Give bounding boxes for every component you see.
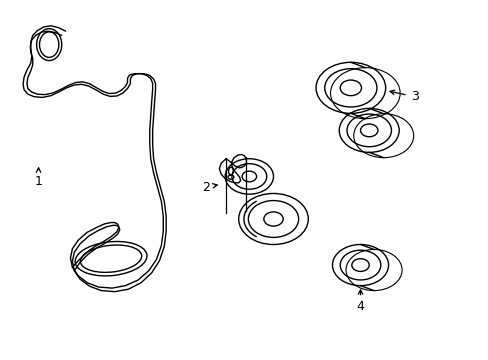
Text: 2: 2 xyxy=(202,181,217,194)
Text: 4: 4 xyxy=(356,290,364,314)
Text: 1: 1 xyxy=(35,168,42,188)
Text: 3: 3 xyxy=(389,90,418,103)
